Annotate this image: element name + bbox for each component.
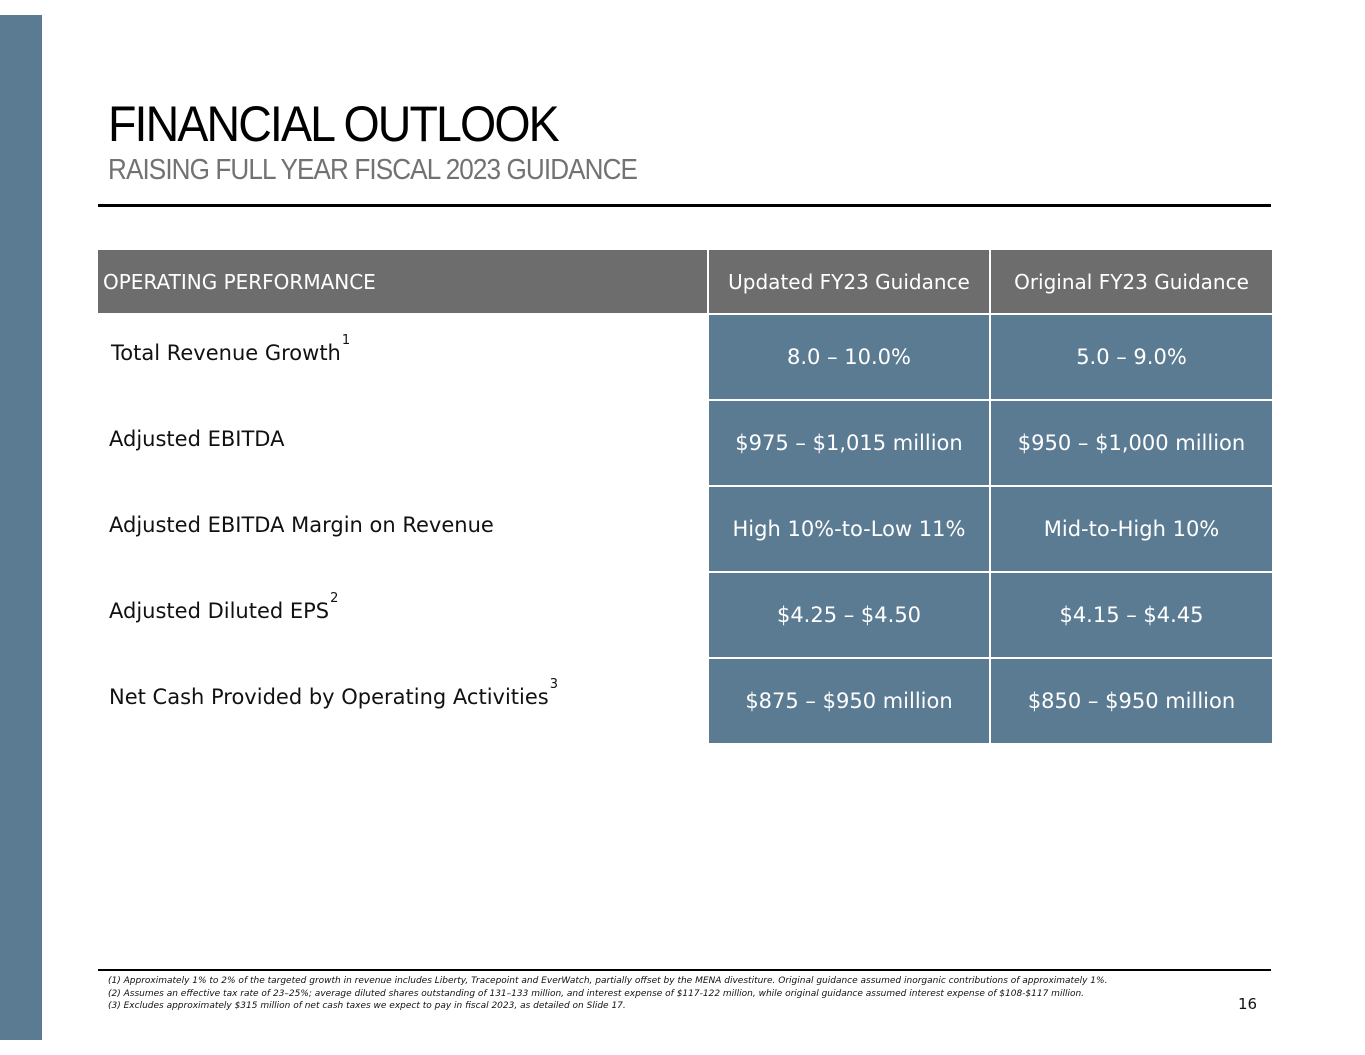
metric-name: Adjusted EBITDA Margin on Revenue (109, 513, 494, 537)
metric-name: Adjusted EBITDA (109, 427, 285, 451)
header-original-guidance: Original FY23 Guidance (989, 250, 1272, 313)
table-row: Adjusted EBITDA Margin on Revenue High 1… (98, 485, 1272, 571)
table-row: Adjusted Diluted EPS 2 $4.25 – $4.50 $4.1… (98, 571, 1272, 657)
metric-name: Net Cash Provided by Operating Activitie… (109, 685, 549, 709)
footnote-divider (98, 969, 1271, 971)
footnotes: (1) Approximately 1% to 2% of the target… (108, 975, 1228, 1013)
title-divider (98, 204, 1271, 207)
metric-name: Adjusted Diluted EPS (109, 599, 330, 623)
table-row: Adjusted EBITDA $975 – $1,015 million $9… (98, 399, 1272, 485)
updated-value: High 10%-to-Low 11% (707, 485, 989, 571)
page-title: FINANCIAL OUTLOOK (108, 96, 560, 152)
header-updated-guidance: Updated FY23 Guidance (707, 250, 989, 313)
header-operating-performance: OPERATING PERFORMANCE (98, 250, 707, 313)
updated-value: $875 – $950 million (707, 657, 989, 743)
original-value: $950 – $1,000 million (989, 399, 1272, 485)
table-row: Net Cash Provided by Operating Activitie… (98, 657, 1272, 743)
metric-label: Total Revenue Growth 1 (98, 313, 707, 399)
updated-value: $975 – $1,015 million (707, 399, 989, 485)
metric-label: Net Cash Provided by Operating Activitie… (98, 657, 707, 743)
footnote-3: (3) Excludes approximately $315 million … (108, 1001, 626, 1011)
original-value: $850 – $950 million (989, 657, 1272, 743)
page-number: 16 (1238, 995, 1258, 1013)
accent-sidebar-bar (0, 15, 42, 1040)
table-header-row: OPERATING PERFORMANCE Updated FY23 Guida… (98, 250, 1272, 313)
table-row: Total Revenue Growth 1 8.0 – 10.0% 5.0 – … (98, 313, 1272, 399)
original-value: $4.15 – $4.45 (989, 571, 1272, 657)
metric-label: Adjusted EBITDA Margin on Revenue (98, 485, 707, 571)
footnote-1: (1) Approximately 1% to 2% of the target… (108, 976, 1108, 986)
updated-value: $4.25 – $4.50 (707, 571, 989, 657)
metric-name: Total Revenue Growth (111, 341, 341, 365)
original-value: 5.0 – 9.0% (989, 313, 1272, 399)
original-value: Mid-to-High 10% (989, 485, 1272, 571)
guidance-table: OPERATING PERFORMANCE Updated FY23 Guida… (98, 250, 1272, 743)
metric-label: Adjusted EBITDA (98, 399, 707, 485)
footnote-2: (2) Assumes an effective tax rate of 23–… (108, 988, 1085, 999)
metric-label: Adjusted Diluted EPS 2 (98, 571, 707, 657)
updated-value: 8.0 – 10.0% (707, 313, 989, 399)
page-subtitle: RAISING FULL YEAR FISCAL 2023 GUIDANCE (108, 154, 638, 186)
